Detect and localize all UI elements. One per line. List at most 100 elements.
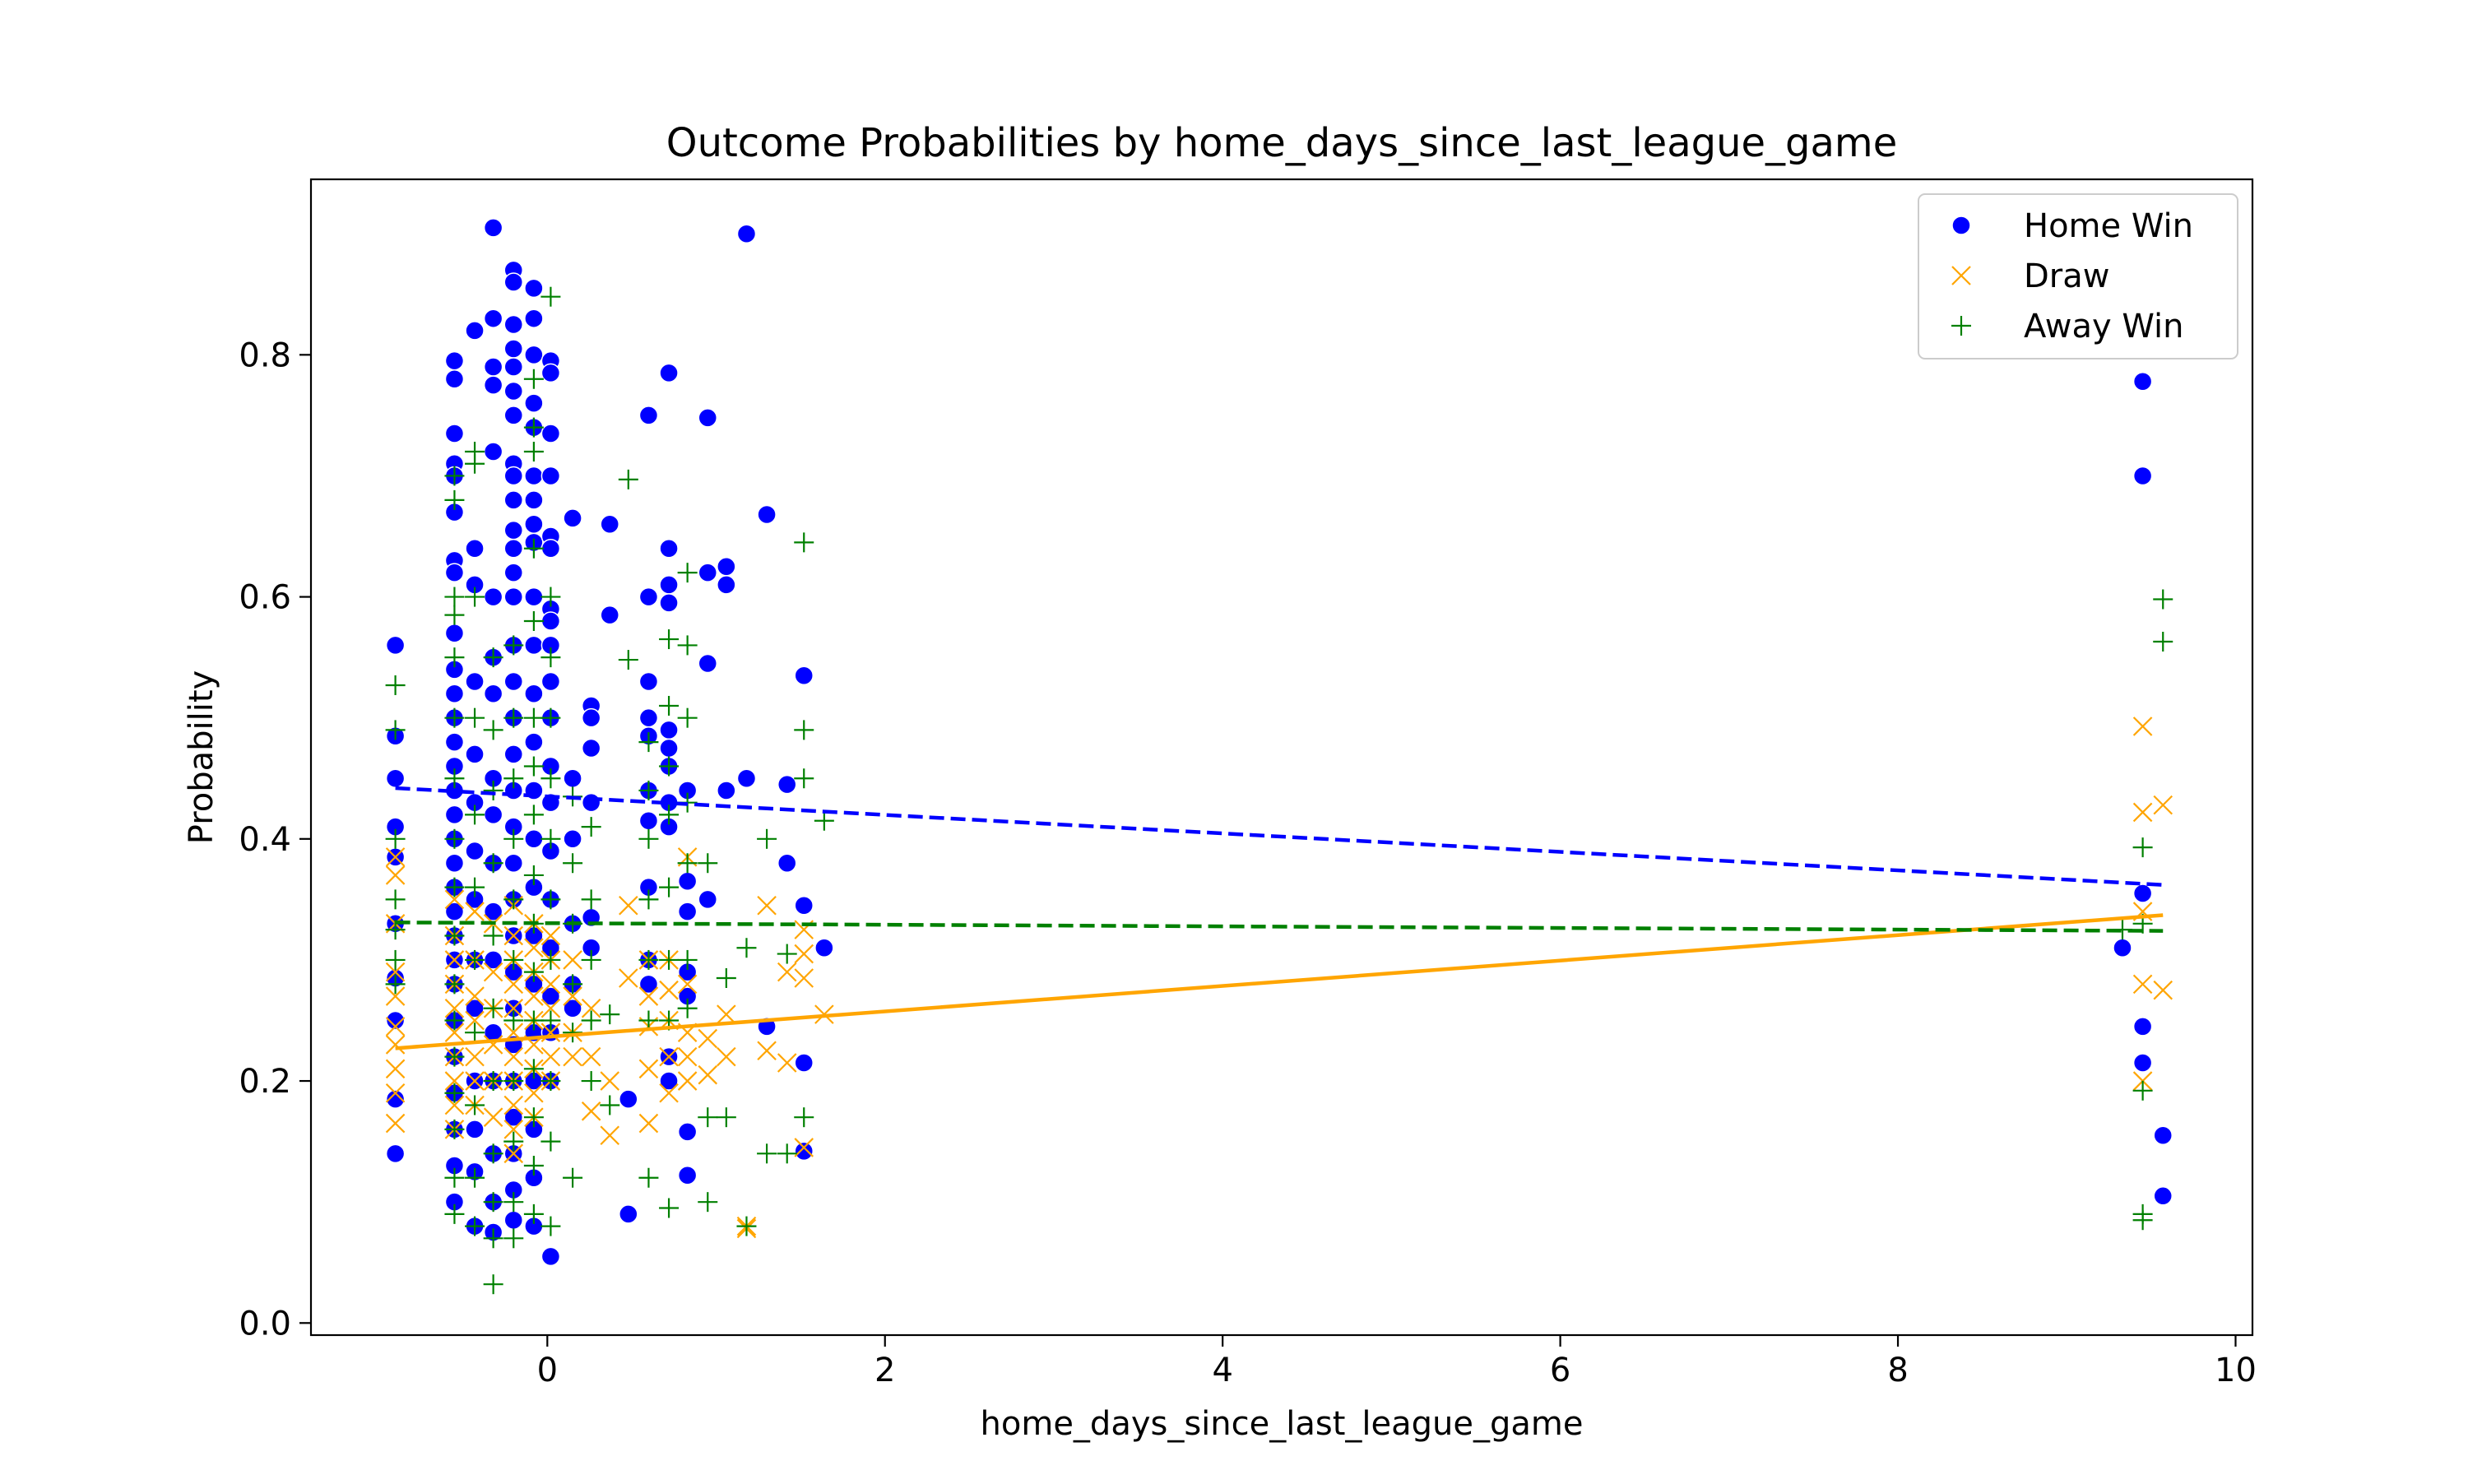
data-point [563, 853, 583, 874]
data-point [716, 1107, 736, 1128]
data-point [385, 1143, 406, 1164]
data-point [659, 363, 679, 383]
data-point [444, 1083, 465, 1103]
data-point [385, 675, 406, 695]
data-point [385, 865, 406, 885]
data-point [638, 732, 659, 753]
data-point [483, 805, 503, 825]
data-point [385, 720, 406, 740]
data-point [659, 1046, 679, 1067]
data-point [465, 453, 485, 474]
data-point [540, 974, 561, 995]
data-point [698, 563, 718, 582]
data-point [540, 925, 561, 946]
data-point [523, 707, 544, 728]
data-point [677, 707, 698, 728]
series-away-win [385, 286, 2173, 1295]
data-point [483, 357, 503, 377]
data-point [503, 490, 524, 510]
data-point [794, 665, 814, 685]
data-point [717, 1004, 736, 1024]
data-point [524, 278, 544, 299]
data-point [540, 538, 561, 559]
data-point [385, 962, 406, 982]
data-point [698, 853, 718, 874]
x-tick-label: 8 [1887, 1352, 1908, 1389]
data-point [2153, 795, 2173, 815]
data-point [465, 1120, 485, 1139]
data-point [563, 768, 582, 788]
data-point [581, 1071, 601, 1092]
data-point [385, 889, 406, 910]
data-point [540, 949, 561, 970]
data-point [2153, 632, 2173, 652]
y-tick-label: 0.2 [239, 1063, 291, 1101]
data-point [540, 1131, 561, 1152]
data-point [385, 828, 406, 849]
data-point [444, 853, 465, 873]
data-point [523, 1010, 544, 1031]
data-point [581, 817, 601, 837]
data-point [444, 902, 465, 921]
data-point [2132, 837, 2153, 858]
legend-label: Home Win [2024, 207, 2193, 245]
data-point [465, 1071, 485, 1091]
data-point [659, 538, 679, 559]
data-point [698, 889, 718, 910]
x-tick-label: 10 [2215, 1352, 2257, 1389]
data-point [483, 720, 503, 740]
data-point [524, 514, 544, 535]
data-point [814, 938, 834, 958]
data-point [503, 1046, 524, 1067]
data-point [444, 684, 465, 704]
data-point [503, 272, 524, 292]
data-point [794, 1138, 814, 1157]
data-point [581, 998, 601, 1018]
data-point [483, 218, 503, 238]
y-axis-ticks: 0.0 0.2 0.4 0.6 0.8 [239, 336, 311, 1343]
data-point [794, 532, 814, 553]
data-point [503, 520, 524, 540]
data-point [777, 1143, 797, 1164]
data-point [503, 768, 524, 789]
data-point [483, 1071, 503, 1092]
data-point [540, 466, 561, 486]
data-point [503, 1010, 524, 1031]
data-point [524, 986, 544, 1006]
legend-label: Draw [2024, 257, 2109, 295]
trend-lines [395, 786, 2164, 1050]
data-point [2153, 1186, 2173, 1206]
data-point [465, 902, 485, 921]
data-point [619, 895, 638, 916]
data-point [503, 998, 524, 1018]
data-point [659, 980, 679, 1000]
data-points [385, 218, 2173, 1295]
data-point [503, 1192, 524, 1213]
y-tick-label: 0.8 [239, 336, 291, 374]
data-point [757, 1143, 777, 1164]
data-point [659, 1083, 679, 1103]
data-point [523, 442, 544, 462]
data-point [385, 847, 406, 867]
data-point [523, 1059, 544, 1079]
data-point [540, 1246, 561, 1267]
data-point [2132, 1080, 2153, 1101]
data-point [385, 1010, 406, 1031]
data-point [503, 889, 524, 910]
data-point [794, 1141, 814, 1162]
data-point [2113, 938, 2132, 958]
data-point [619, 968, 638, 988]
data-point [540, 1010, 561, 1031]
data-point [600, 1004, 620, 1025]
data-point [659, 805, 680, 825]
data-point [540, 363, 561, 383]
data-point [444, 877, 465, 897]
data-point [581, 889, 601, 910]
data-point [2153, 589, 2173, 610]
data-point [757, 504, 777, 525]
data-point [444, 1071, 465, 1091]
data-point [503, 1095, 524, 1115]
data-point [581, 1046, 601, 1067]
data-point [638, 828, 659, 849]
